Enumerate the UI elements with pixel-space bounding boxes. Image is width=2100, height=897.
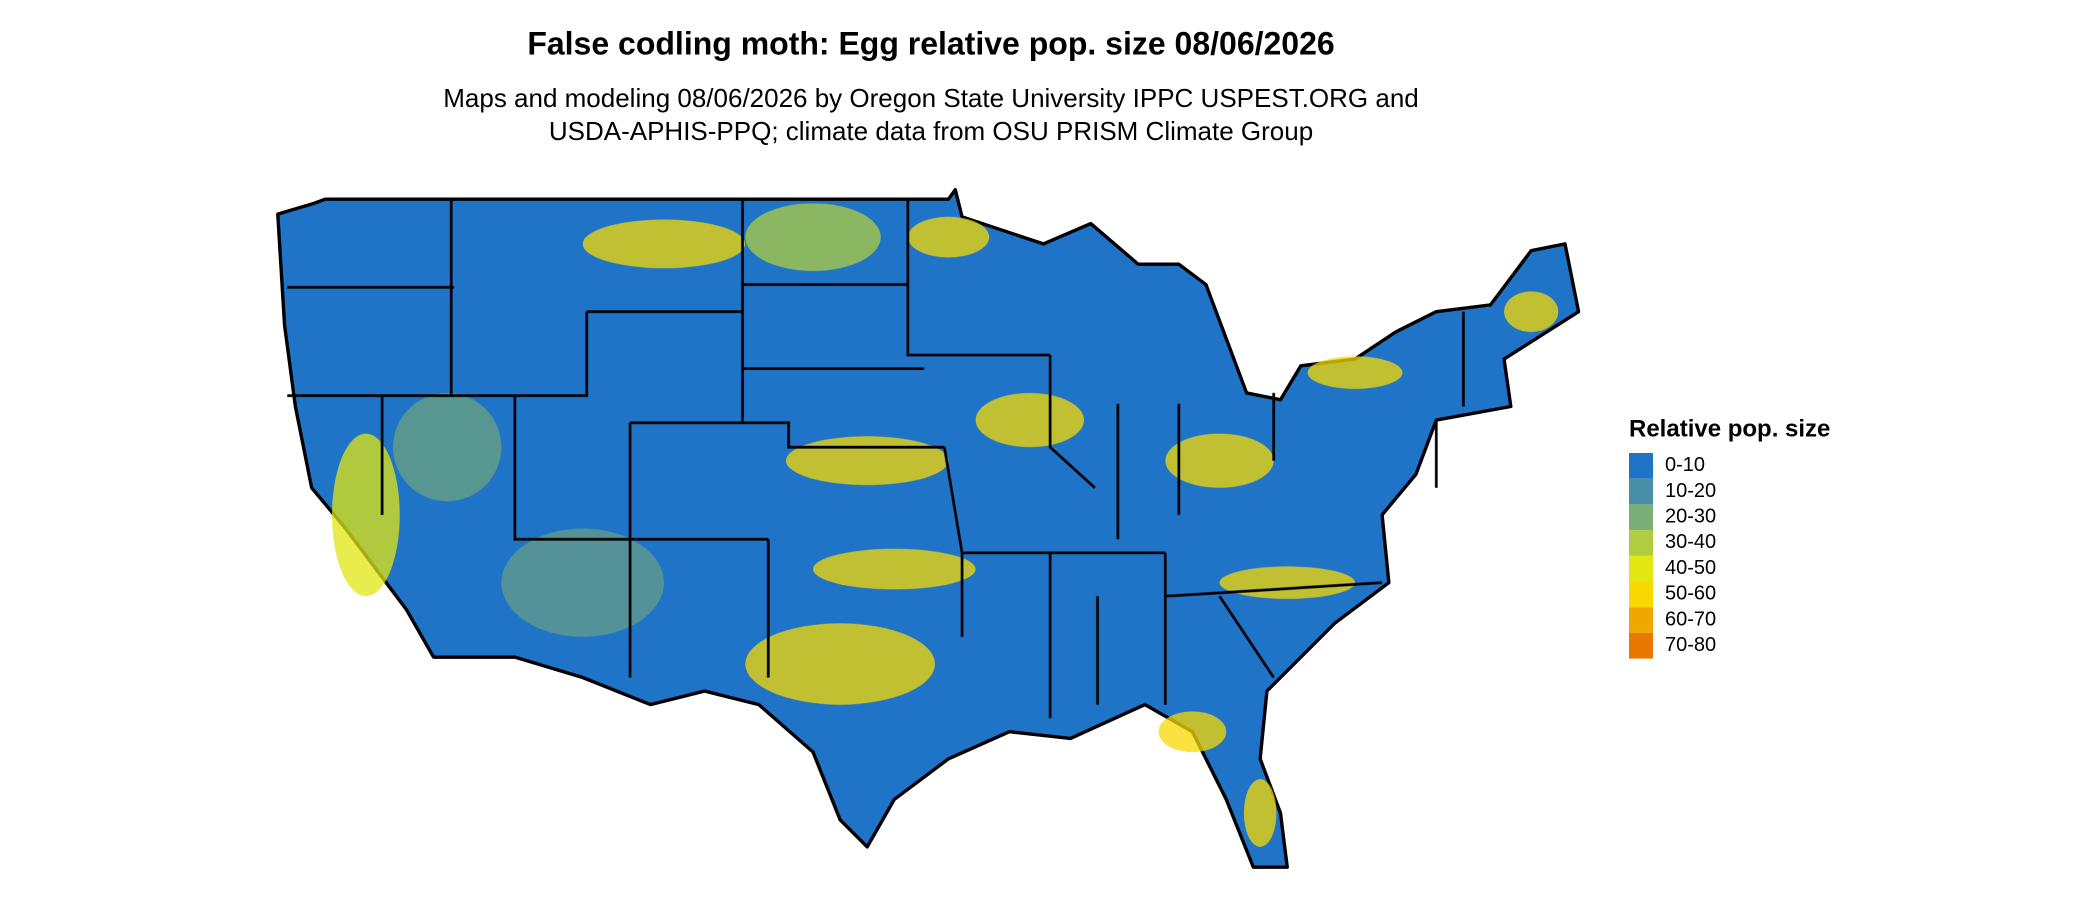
population-patches [331, 203, 1559, 847]
legend-swatch [1629, 581, 1653, 608]
legend-label: 0-10 [1665, 454, 1705, 476]
state-borders [287, 199, 1465, 719]
legend-swatch [1629, 453, 1653, 479]
legend-swatch [1629, 478, 1653, 505]
legend-swatch [1629, 530, 1653, 556]
map-subtitle: Maps and modeling 08/06/2026 by Oregon S… [443, 83, 1419, 113]
us-map [276, 188, 1581, 869]
legend-title: Relative pop. size [1629, 415, 1830, 442]
us-outline [276, 188, 1581, 869]
legend-swatch [1629, 607, 1653, 633]
legend-swatch [1629, 504, 1653, 531]
legend-label: 40-50 [1665, 557, 1716, 579]
legend-swatch [1629, 632, 1653, 659]
legend-label: 70-80 [1665, 634, 1716, 656]
legend-label: 60-70 [1665, 608, 1716, 630]
map-subtitle: USDA-APHIS-PPQ; climate data from OSU PR… [549, 116, 1313, 146]
legend: 0-10 10-20 20-30 30-40 40-50 50-60 60-70 70-80 [1629, 453, 1716, 659]
legend-label: 30-40 [1665, 531, 1716, 553]
legend-label: 50-60 [1665, 583, 1716, 605]
legend-label: 10-20 [1665, 480, 1716, 502]
legend-swatch [1629, 555, 1653, 582]
map-title: False codling moth: Egg relative pop. si… [527, 25, 1334, 61]
legend-label: 20-30 [1665, 506, 1716, 528]
